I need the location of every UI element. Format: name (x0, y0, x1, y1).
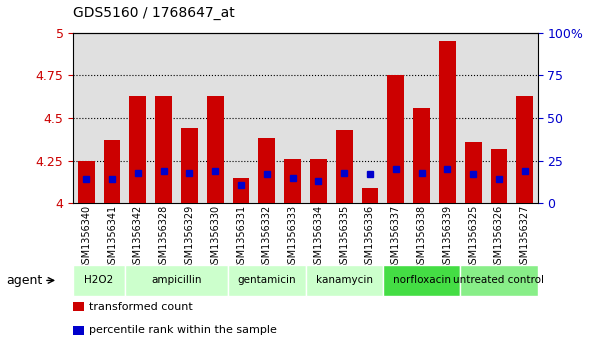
Bar (284, 159, 301, 203)
Bar (413, 108, 430, 203)
Bar (439, 41, 456, 203)
Text: H2O2: H2O2 (84, 276, 114, 285)
Text: agent: agent (6, 274, 42, 287)
Bar (233, 178, 249, 203)
Text: GDS5160 / 1768647_at: GDS5160 / 1768647_at (73, 6, 235, 20)
Bar (258, 138, 275, 203)
Bar (130, 96, 146, 203)
Bar (155, 96, 172, 203)
Text: gentamicin: gentamicin (238, 276, 296, 285)
Bar (362, 188, 378, 203)
Bar (207, 96, 224, 203)
Bar (104, 140, 120, 203)
Text: transformed count: transformed count (89, 302, 192, 312)
Text: untreated control: untreated control (453, 276, 544, 285)
Bar (465, 142, 481, 203)
Text: ampicillin: ampicillin (152, 276, 202, 285)
Text: percentile rank within the sample: percentile rank within the sample (89, 325, 276, 335)
Bar (336, 130, 353, 203)
Bar (491, 149, 507, 203)
Text: kanamycin: kanamycin (316, 276, 373, 285)
Text: norfloxacin: norfloxacin (393, 276, 450, 285)
Bar (181, 128, 198, 203)
Bar (78, 160, 95, 203)
Bar (387, 75, 404, 203)
Bar (310, 159, 327, 203)
Bar (516, 96, 533, 203)
